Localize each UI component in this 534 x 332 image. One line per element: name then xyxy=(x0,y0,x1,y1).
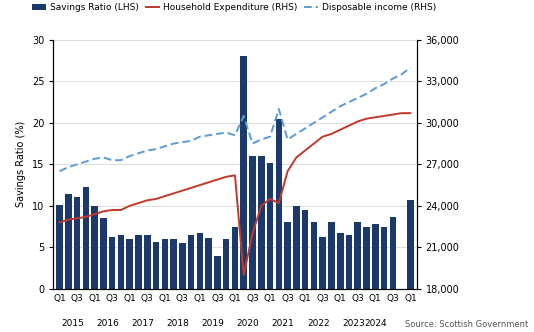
Bar xyxy=(91,206,98,289)
Bar xyxy=(328,222,335,289)
Bar xyxy=(117,235,124,289)
Bar xyxy=(65,194,72,289)
Bar xyxy=(302,210,309,289)
Bar xyxy=(337,233,343,289)
Bar xyxy=(267,163,273,289)
Bar xyxy=(311,222,317,289)
Bar xyxy=(276,119,282,289)
Bar xyxy=(100,218,107,289)
Bar xyxy=(293,206,300,289)
Bar xyxy=(389,217,396,289)
Bar xyxy=(345,235,352,289)
Bar xyxy=(319,236,326,289)
Bar xyxy=(109,236,115,289)
Bar xyxy=(206,238,212,289)
Bar xyxy=(240,56,247,289)
Text: Source: Scottish Government: Source: Scottish Government xyxy=(405,320,529,329)
Text: 2022: 2022 xyxy=(307,319,329,328)
Text: 2016: 2016 xyxy=(96,319,119,328)
Bar xyxy=(179,243,186,289)
Bar xyxy=(170,239,177,289)
Bar xyxy=(83,187,89,289)
Bar xyxy=(188,235,194,289)
Bar xyxy=(258,156,264,289)
Legend: Savings Ratio (LHS), Household Expenditure (RHS), Disposable income (RHS): Savings Ratio (LHS), Household Expenditu… xyxy=(29,0,439,16)
Bar xyxy=(127,239,133,289)
Text: 2024: 2024 xyxy=(364,319,387,328)
Bar xyxy=(372,224,379,289)
Bar xyxy=(381,226,387,289)
Bar xyxy=(223,239,230,289)
Bar xyxy=(74,197,81,289)
Text: 2019: 2019 xyxy=(202,319,224,328)
Bar xyxy=(407,200,414,289)
Bar xyxy=(197,233,203,289)
Bar xyxy=(355,222,361,289)
Bar xyxy=(161,239,168,289)
Text: 2021: 2021 xyxy=(272,319,295,328)
Bar xyxy=(249,156,256,289)
Text: 2017: 2017 xyxy=(131,319,154,328)
Bar xyxy=(144,235,151,289)
Text: 2018: 2018 xyxy=(167,319,190,328)
Y-axis label: Savings Ratio (%): Savings Ratio (%) xyxy=(17,121,26,208)
Bar xyxy=(363,226,370,289)
Text: 2015: 2015 xyxy=(61,319,84,328)
Bar xyxy=(214,256,221,289)
Text: 2020: 2020 xyxy=(237,319,260,328)
Bar xyxy=(56,205,63,289)
Bar xyxy=(232,226,238,289)
Bar xyxy=(284,222,291,289)
Text: 2023: 2023 xyxy=(342,319,365,328)
Bar xyxy=(135,235,142,289)
Bar xyxy=(153,242,159,289)
